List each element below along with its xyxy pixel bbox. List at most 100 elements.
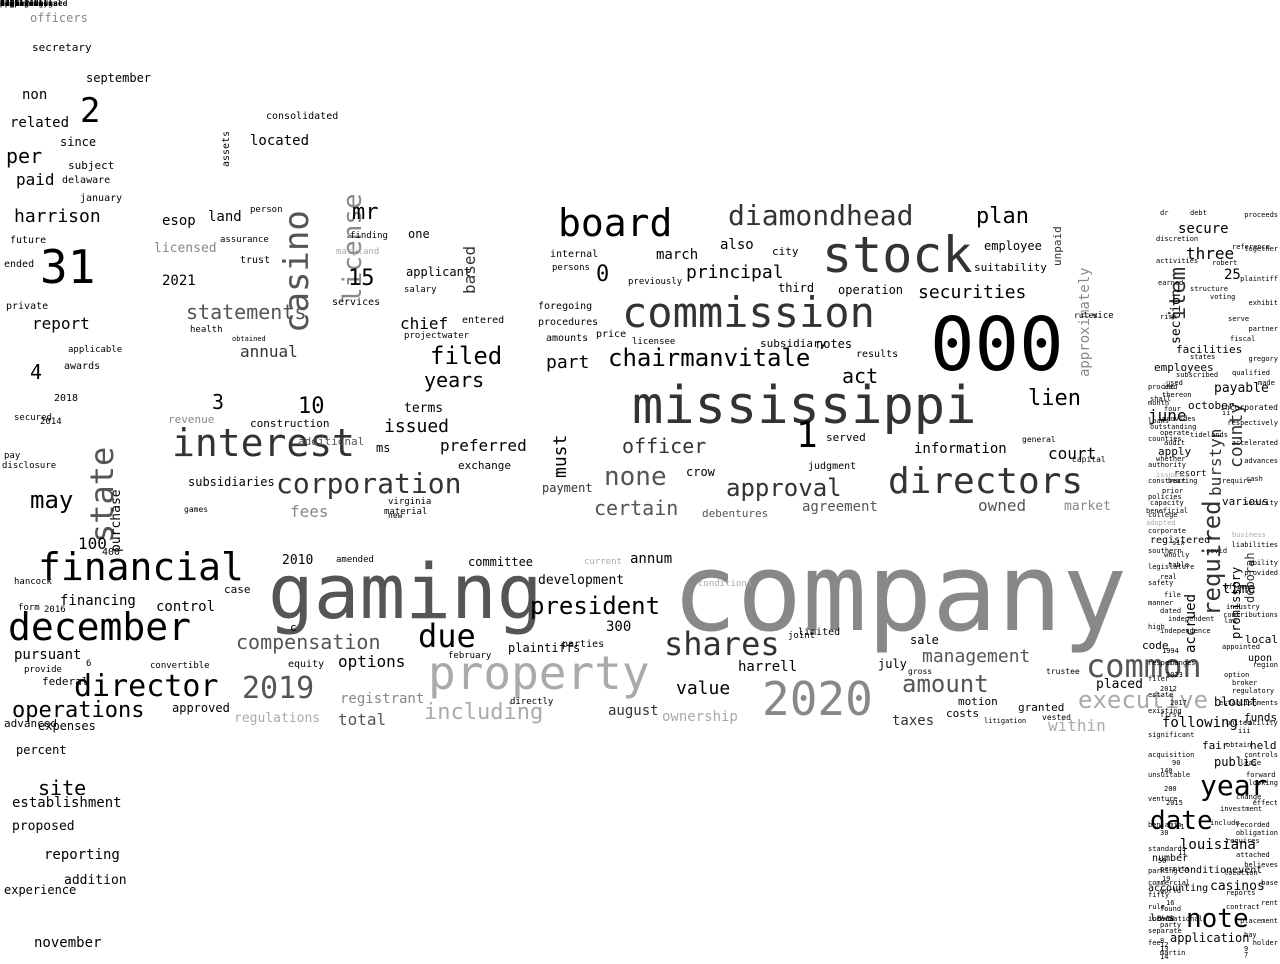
word-motion: motion [958, 695, 998, 708]
word-upon: upon [1248, 653, 1273, 664]
word-11: 11 [1178, 849, 1187, 857]
word-proceed: proceed [1148, 383, 1178, 391]
word-together: together [1244, 245, 1278, 253]
word-expenses: expenses [38, 719, 96, 733]
word-march: march [656, 247, 699, 263]
word-loan: loan [0, 0, 20, 8]
word-judgment: judgment [808, 461, 857, 472]
word-significant: significant [1148, 731, 1195, 739]
word-iii: iii [1238, 727, 1251, 735]
word-facilities: facilities [1176, 343, 1243, 356]
word-shares: shares [664, 625, 780, 663]
word-may: may [30, 486, 74, 514]
word-2014: 2014 [40, 417, 62, 427]
word-standards: standards [1148, 845, 1186, 853]
word-discretion: discretion [1156, 235, 1199, 243]
word-value: value [676, 678, 731, 699]
word-unsuitable: unsuitable [1148, 771, 1191, 779]
word-pursuant: pursuant [14, 647, 82, 663]
word-liabilities: liabilities [1231, 541, 1278, 549]
word-laws: laws [1150, 913, 1175, 924]
word-required: required [1198, 500, 1226, 616]
word-robert: robert [1212, 259, 1238, 267]
word-broker: broker [1232, 679, 1258, 687]
word-case: case [224, 583, 251, 596]
word-qualified: qualified [1232, 369, 1270, 377]
word-commercial: commercial [1148, 879, 1191, 887]
word-25: 25 [1224, 267, 1241, 283]
word-directly: directly [510, 697, 554, 707]
word-lien: lien [1028, 386, 1081, 411]
word-resort: resort [1174, 469, 1207, 479]
word-respect: respect [1148, 659, 1178, 667]
word-plan: plan [976, 204, 1029, 229]
word-approved: approved [172, 701, 230, 715]
word-independence: independence [1160, 627, 1211, 635]
word-full: full [0, 0, 20, 8]
word-preferred: preferred [440, 436, 527, 455]
word-regulations: regulations [234, 711, 321, 726]
word-located: located [250, 133, 310, 149]
word-fiscal: fiscal [1230, 335, 1256, 343]
word-also: also [720, 237, 754, 253]
word-1: 1 [796, 415, 818, 456]
word-options: options [338, 652, 406, 671]
word-effect: effect [1252, 799, 1278, 807]
word-facility: facility [1244, 719, 1278, 727]
word-action: action [0, 0, 29, 8]
word-loans: loans [1148, 417, 1170, 425]
word-provided: provided [1244, 569, 1278, 577]
word-terms: terms [404, 401, 444, 416]
word-prior: prior [1162, 487, 1184, 495]
word-officers: officers [30, 11, 88, 25]
word-high: high [1148, 623, 1165, 631]
word-paid: paid [16, 170, 55, 189]
word-february: february [448, 651, 492, 661]
word-bearing: bearing [1168, 477, 1198, 485]
word-pay: pay [4, 451, 21, 461]
word-following: following [1162, 715, 1238, 731]
word-harrison: harrison [14, 206, 101, 227]
word-16: 16 [1166, 899, 1175, 907]
word-transactions: transactions [0, 0, 58, 8]
word-legislature: legislature [1148, 563, 1195, 571]
word-court: court [1048, 444, 1097, 463]
word-date: date [1150, 806, 1213, 836]
word-2023: 2023 [1166, 671, 1183, 679]
word-provide: provide [24, 665, 62, 675]
word-chairmanvitale: chairmanvitale [608, 344, 811, 372]
word-employees: employees [1154, 361, 1214, 374]
word-land: land [208, 209, 242, 225]
word-acre: acre [0, 0, 20, 8]
word-issuance: issuance [1156, 471, 1190, 479]
word-c: c [290, 621, 297, 634]
word-2016: 2016 [44, 605, 66, 615]
word-hancock: hancock [14, 577, 52, 587]
word-voting: voting [1210, 293, 1236, 301]
word-international: international [1148, 915, 1203, 923]
word-limited: limited [798, 627, 841, 638]
word-investment: investment [1220, 805, 1263, 813]
word-100: 100 [78, 534, 107, 553]
word-years: years [424, 368, 485, 392]
word-require: require [1222, 477, 1252, 485]
word-whether: whether [1156, 455, 1186, 463]
word-includes: includes [0, 0, 39, 8]
word-outstanding: outstanding [1150, 423, 1197, 431]
word-three: three [1186, 244, 1235, 263]
word-new: new [388, 511, 403, 520]
word-counties: counties [1148, 435, 1182, 443]
word-real: real [1160, 573, 1177, 581]
word-joint: joint [788, 631, 816, 641]
word-awards: awards [64, 361, 101, 372]
word-within: within [1048, 716, 1106, 735]
word-none: none [604, 462, 667, 492]
word-approvals: approvals [0, 0, 44, 8]
word-unpaid: unpaid [1051, 226, 1064, 266]
word-games: games [184, 505, 209, 514]
word-industry: industry [1226, 603, 1260, 611]
word-contract: contract [1226, 903, 1260, 911]
word-beginning: beginning [0, 0, 44, 8]
word-respectively: respectively [1227, 419, 1278, 427]
word-federal: federal [42, 675, 89, 688]
